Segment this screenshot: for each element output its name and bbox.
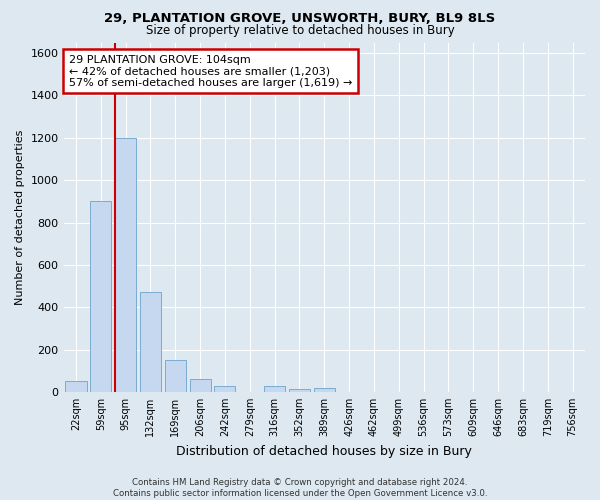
Bar	[140, 292, 161, 392]
X-axis label: Distribution of detached houses by size in Bury: Distribution of detached houses by size …	[176, 444, 472, 458]
Bar	[115, 138, 136, 392]
Text: Size of property relative to detached houses in Bury: Size of property relative to detached ho…	[146, 24, 454, 37]
Y-axis label: Number of detached properties: Number of detached properties	[15, 130, 25, 305]
Bar	[264, 386, 285, 392]
Text: 29 PLANTATION GROVE: 104sqm
← 42% of detached houses are smaller (1,203)
57% of : 29 PLANTATION GROVE: 104sqm ← 42% of det…	[69, 54, 352, 88]
Text: Contains HM Land Registry data © Crown copyright and database right 2024.
Contai: Contains HM Land Registry data © Crown c…	[113, 478, 487, 498]
Text: 29, PLANTATION GROVE, UNSWORTH, BURY, BL9 8LS: 29, PLANTATION GROVE, UNSWORTH, BURY, BL…	[104, 12, 496, 26]
Bar	[165, 360, 186, 392]
Bar	[289, 389, 310, 392]
Bar	[190, 379, 211, 392]
Bar	[314, 388, 335, 392]
Bar	[90, 202, 112, 392]
Bar	[65, 382, 86, 392]
Bar	[214, 386, 235, 392]
